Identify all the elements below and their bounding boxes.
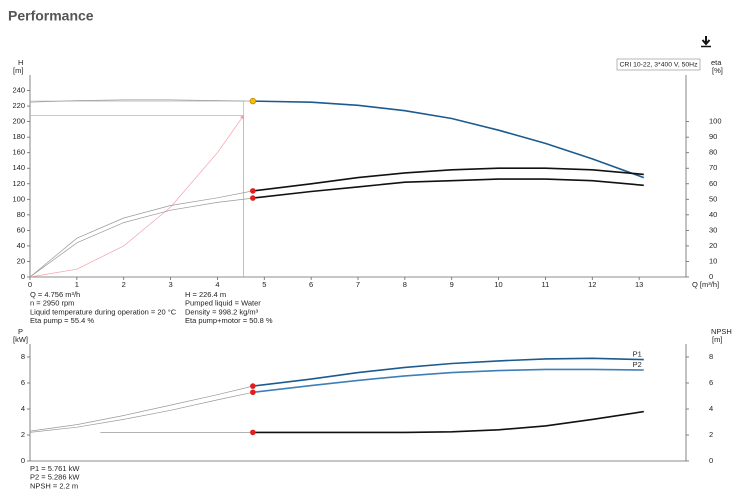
info-text: n = 2950 rpm [30, 299, 74, 308]
operating-point [250, 188, 256, 194]
y2-tick-label: 8 [709, 352, 713, 361]
x-axis-label: Q [m³/h] [692, 280, 719, 289]
y2-axis-label: NPSH [711, 327, 732, 336]
series-line [252, 100, 645, 179]
series-line [252, 410, 644, 434]
y-tick-label: 180 [12, 132, 25, 141]
y2-tick-label: 0 [709, 272, 713, 281]
y-tick-label: 0 [21, 456, 25, 465]
y-tick-label: 120 [12, 179, 25, 188]
info-text: Q = 4.756 m³/h [30, 290, 80, 299]
series-line [29, 385, 253, 432]
x-tick-label: 7 [356, 280, 360, 289]
y-tick-label: 240 [12, 86, 25, 95]
y2-tick-label: 40 [709, 210, 717, 219]
y2-tick-label: 6 [709, 378, 713, 387]
info-text: H = 226.4 m [185, 290, 226, 299]
y-tick-label: 40 [17, 241, 25, 250]
series-line [252, 368, 644, 394]
info-text: P2 = 5.286 kW [30, 473, 80, 482]
y2-tick-label: 0 [709, 456, 713, 465]
series-line [29, 99, 253, 103]
y2-axis-unit: [%] [712, 66, 723, 75]
y2-tick-label: 2 [709, 430, 713, 439]
y-tick-label: 220 [12, 101, 25, 110]
operating-point [250, 389, 256, 396]
x-tick-label: 10 [494, 280, 502, 289]
series-line [252, 178, 644, 199]
series-line [29, 190, 253, 278]
y2-tick-label: 4 [709, 404, 713, 413]
y-tick-label: 20 [17, 256, 25, 265]
series-line [29, 114, 245, 278]
operating-point [249, 97, 257, 105]
y-axis-unit: [m] [13, 66, 23, 75]
y2-tick-label: 70 [709, 163, 717, 172]
x-tick-label: 13 [635, 280, 643, 289]
y2-tick-label: 50 [709, 194, 717, 203]
y-tick-label: 4 [21, 404, 25, 413]
y-tick-label: 8 [21, 352, 25, 361]
x-tick-label: 0 [28, 280, 32, 289]
y-tick-label: 2 [21, 430, 25, 439]
y-tick-label: 6 [21, 378, 25, 387]
x-tick-label: 6 [309, 280, 313, 289]
y2-tick-label: 90 [709, 132, 717, 141]
y-tick-label: 200 [12, 117, 25, 126]
info-text: Density = 998.2 kg/m³ [185, 307, 259, 316]
y-axis-label: P [18, 327, 23, 336]
x-tick-label: 2 [122, 280, 126, 289]
series-line [252, 167, 644, 192]
info-text: Eta pump+motor = 50.8 % [185, 316, 273, 325]
x-tick-label: 9 [450, 280, 454, 289]
y-tick-label: 0 [21, 272, 25, 281]
y-axis-label: H [18, 58, 23, 67]
y2-axis-unit: [m] [712, 335, 722, 344]
y2-tick-label: 30 [709, 225, 717, 234]
operating-point [250, 195, 256, 201]
x-tick-label: 3 [168, 280, 172, 289]
y2-tick-label: 80 [709, 148, 717, 157]
model-label-box [616, 58, 701, 71]
y-tick-label: 100 [12, 194, 25, 203]
operating-point [250, 383, 256, 389]
info-text: Liquid temperature during operation = 20… [30, 307, 177, 316]
page-title: Performance [8, 8, 94, 24]
y2-tick-label: 100 [709, 117, 722, 126]
download-icon[interactable] [701, 36, 711, 48]
series-label: P2 [633, 360, 642, 369]
model-label: CRI 10-22, 3*400 V, 50Hz [620, 61, 699, 68]
info-text: NPSH = 2.2 m [30, 481, 78, 490]
series-line [29, 197, 253, 278]
series-line [252, 357, 644, 387]
x-tick-label: 12 [588, 280, 596, 289]
x-tick-label: 11 [542, 280, 550, 289]
operating-point [250, 429, 256, 436]
y-tick-label: 160 [12, 148, 25, 157]
info-text: Pumped liquid = Water [185, 299, 261, 308]
y-tick-label: 80 [17, 210, 25, 219]
y-tick-label: 60 [17, 225, 25, 234]
info-text: Eta pump = 55.4 % [30, 316, 94, 325]
y-axis-unit: [kW] [13, 335, 28, 344]
y2-tick-label: 20 [709, 241, 717, 250]
info-text: P1 = 5.761 kW [30, 464, 80, 473]
series-label: P1 [633, 350, 642, 359]
y2-tick-label: 10 [709, 256, 717, 265]
y2-tick-label: 60 [709, 179, 717, 188]
x-tick-label: 8 [403, 280, 407, 289]
y-tick-label: 140 [12, 163, 25, 172]
x-tick-label: 5 [262, 280, 266, 289]
y2-axis-label: eta [711, 58, 722, 67]
series-line [29, 391, 253, 433]
x-tick-label: 4 [215, 280, 219, 289]
x-tick-label: 1 [75, 280, 79, 289]
